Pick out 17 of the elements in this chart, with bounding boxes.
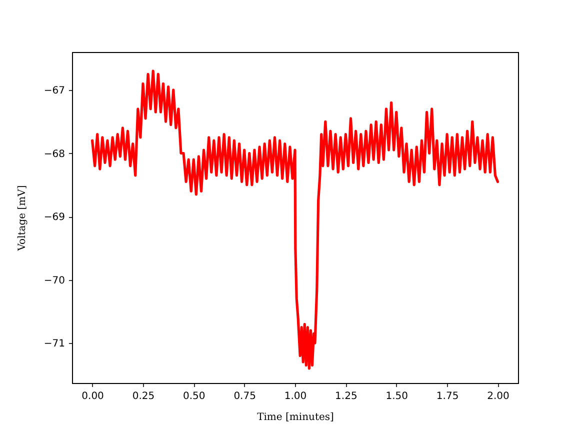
x-tick-label: 1.75 <box>436 391 459 402</box>
y-axis-title: Voltage [mV] <box>16 185 28 252</box>
y-tick-label: −69 <box>44 212 65 224</box>
x-tick-label: 1.00 <box>284 391 307 402</box>
x-tick-label: 0.00 <box>82 391 104 402</box>
x-tick-label: 0.25 <box>132 391 155 402</box>
x-tick-label: 1.25 <box>335 391 358 402</box>
x-axis-title: Time [minutes] <box>257 412 334 423</box>
line-series <box>90 70 500 370</box>
y-tick-label: −67 <box>44 85 65 96</box>
y-tick-label: −68 <box>44 148 65 160</box>
y-tick-label: −71 <box>44 338 65 350</box>
x-tick-label: 1.50 <box>386 391 408 402</box>
y-tick-label: −70 <box>44 275 65 286</box>
x-tick-label: 0.50 <box>183 391 206 402</box>
x-tick-label: 0.75 <box>234 391 256 402</box>
x-tick-label: 2.00 <box>487 391 510 402</box>
